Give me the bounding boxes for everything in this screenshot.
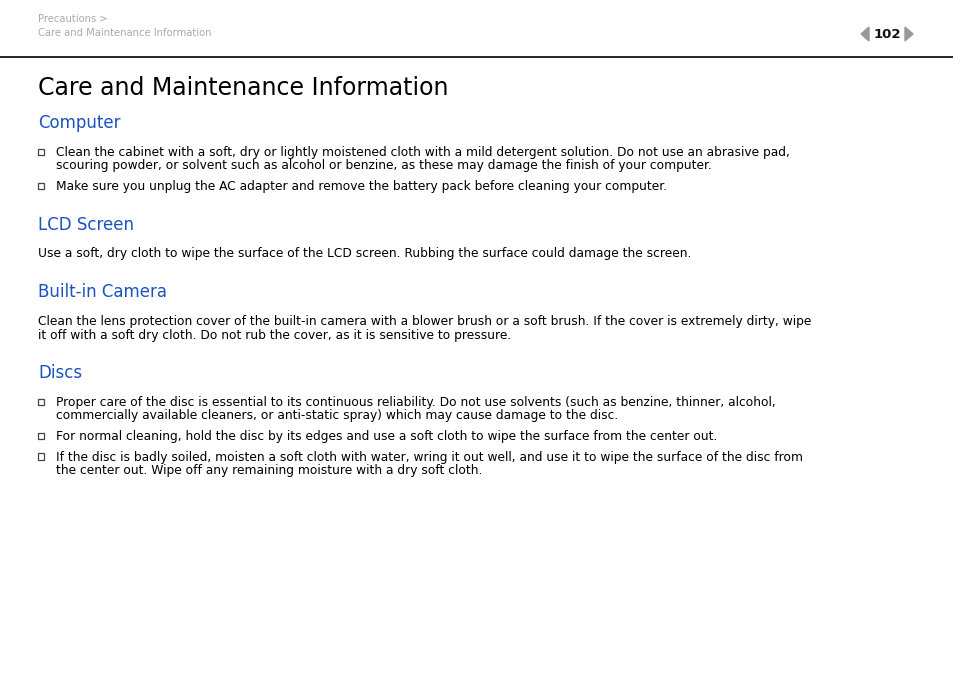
Text: Computer: Computer — [38, 114, 120, 132]
Text: scouring powder, or solvent such as alcohol or benzine, as these may damage the : scouring powder, or solvent such as alco… — [56, 160, 711, 173]
Text: Care and Maintenance Information: Care and Maintenance Information — [38, 28, 212, 38]
Text: Use a soft, dry cloth to wipe the surface of the LCD screen. Rubbing the surface: Use a soft, dry cloth to wipe the surfac… — [38, 247, 691, 260]
FancyBboxPatch shape — [38, 398, 45, 405]
Text: it off with a soft dry cloth. Do not rub the cover, as it is sensitive to pressu: it off with a soft dry cloth. Do not rub… — [38, 328, 511, 342]
Text: commercially available cleaners, or anti-static spray) which may cause damage to: commercially available cleaners, or anti… — [56, 410, 618, 423]
FancyBboxPatch shape — [38, 433, 45, 439]
Text: Care and Maintenance Information: Care and Maintenance Information — [38, 76, 448, 100]
Text: For normal cleaning, hold the disc by its edges and use a soft cloth to wipe the: For normal cleaning, hold the disc by it… — [56, 430, 717, 443]
Polygon shape — [904, 27, 912, 41]
FancyBboxPatch shape — [38, 453, 45, 460]
Text: Clean the cabinet with a soft, dry or lightly moistened cloth with a mild deterg: Clean the cabinet with a soft, dry or li… — [56, 146, 789, 159]
Text: If the disc is badly soiled, moisten a soft cloth with water, wring it out well,: If the disc is badly soiled, moisten a s… — [56, 450, 802, 464]
Text: Discs: Discs — [38, 364, 82, 382]
Text: Clean the lens protection cover of the built-in camera with a blower brush or a : Clean the lens protection cover of the b… — [38, 315, 810, 328]
Text: the center out. Wipe off any remaining moisture with a dry soft cloth.: the center out. Wipe off any remaining m… — [56, 464, 482, 477]
FancyBboxPatch shape — [38, 183, 45, 189]
Text: 102: 102 — [872, 28, 900, 40]
Polygon shape — [861, 27, 868, 41]
FancyBboxPatch shape — [38, 148, 45, 155]
Text: LCD Screen: LCD Screen — [38, 216, 133, 233]
Text: Precautions >: Precautions > — [38, 14, 108, 24]
Text: Proper care of the disc is essential to its continuous reliability. Do not use s: Proper care of the disc is essential to … — [56, 396, 775, 409]
Text: Built-in Camera: Built-in Camera — [38, 283, 167, 301]
Text: Make sure you unplug the AC adapter and remove the battery pack before cleaning : Make sure you unplug the AC adapter and … — [56, 180, 666, 193]
